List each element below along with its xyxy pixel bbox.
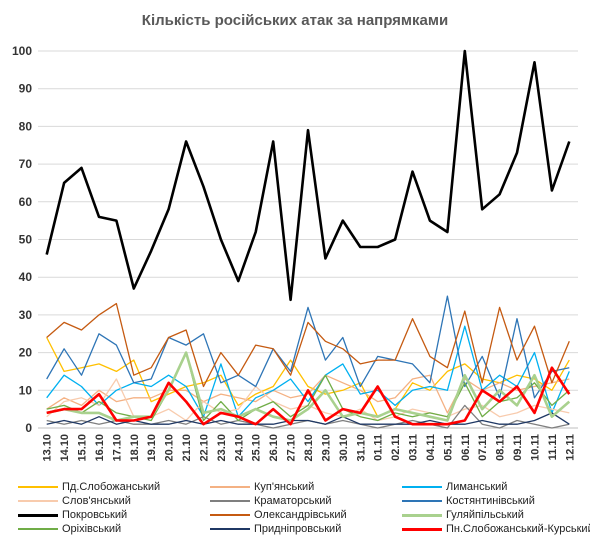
legend-swatch [210,500,250,502]
legend-swatch [402,486,442,488]
x-tick-label: 08.11 [495,434,507,461]
series-line [46,366,571,426]
x-tick-label: 07.11 [477,434,489,461]
x-tick-label: 31.10 [355,434,367,462]
x-tick-label: 14.10 [59,434,71,462]
legend-swatch [210,514,250,516]
y-tick-label: 0 [25,421,32,435]
y-tick-label: 20 [19,346,33,360]
legend-swatch [18,514,58,517]
x-tick-label: 29.10 [320,434,332,462]
x-tick-label: 19.10 [146,434,158,462]
legend-swatch [18,486,58,488]
legend-label: Лиманський [446,481,508,493]
x-tick-label: 04.11 [425,434,437,461]
x-tick-label: 11.11 [547,434,559,460]
x-tick-label: 12.11 [564,434,576,461]
legend-label: Гуляйпільський [446,509,524,521]
x-tick-label: 21.10 [181,434,193,462]
series-line [46,295,570,399]
x-tick-label: 02.11 [390,434,402,461]
series-line [46,337,570,418]
y-tick-label: 40 [19,270,33,284]
legend-label: Слов'янський [62,495,131,507]
legend-label: Покровський [62,509,128,521]
series-line [46,302,570,388]
x-tick-label: 16.10 [94,434,106,462]
legend-label: Куп'янський [254,481,315,493]
series-line [46,351,571,422]
y-tick-label: 90 [19,82,33,96]
legend-label: Пд.Слобожанський [62,481,161,493]
x-tick-label: 01.11 [373,434,385,461]
legend-label: Пн.Слобожанський-Курський [446,523,590,535]
y-tick-label: 30 [19,308,33,322]
x-tick-label: 06.11 [460,434,472,461]
x-tick-label: 25.10 [251,434,263,462]
x-tick-label: 24.10 [233,434,245,462]
y-tick-label: 80 [19,119,33,133]
y-tick-label: 60 [19,195,33,209]
legend-swatch [402,514,442,517]
legend-swatch [18,528,58,530]
legend-swatch [18,500,58,502]
legend-swatch [402,528,442,531]
x-axis-tick-labels: 13.10 14.10 15.10 16.10 17.10 18.10 19.10 20.10… [42,434,577,462]
x-tick-label: 03.11 [408,434,420,461]
x-tick-label: 30.10 [338,434,350,462]
legend-label: Придніпровський [254,523,342,535]
gridlines [38,50,578,429]
x-tick-label: 13.10 [42,434,54,462]
line-chart: 0 10 20 30 40 50 60 70 80 90 100 13.10 14.10 15.10 16… [12,44,578,462]
y-tick-label: 100 [12,44,32,58]
y-tick-label: 10 [19,383,33,397]
x-tick-label: 05.11 [442,434,454,461]
series-line [45,49,571,302]
y-axis-tick-labels: 0 10 20 30 40 50 60 70 80 90 100 [12,44,32,435]
series-lines [45,49,571,429]
chart-title: Кількість російських атак за напрямками [141,12,449,29]
x-tick-label: 22.10 [198,434,210,462]
legend-swatch [210,528,250,530]
legend-label: Костянтинівський [446,495,535,507]
x-tick-label: 23.10 [216,434,228,462]
x-tick-label: 18.10 [129,434,141,462]
legend-label: Оріхівський [62,523,122,535]
legend-label: Олександрівський [254,509,347,521]
x-tick-label: 26.10 [268,434,280,462]
y-tick-label: 50 [19,233,33,247]
x-tick-label: 15.10 [77,434,89,462]
x-tick-label: 28.10 [303,434,315,462]
x-tick-label: 10.11 [529,434,541,461]
legend-label: Краматорський [254,495,332,507]
x-tick-label: 17.10 [111,434,123,462]
x-tick-label: 20.10 [164,434,176,462]
x-tick-label: 09.11 [512,434,524,461]
x-tick-label: 27.10 [286,434,298,462]
legend-swatch [210,486,250,488]
y-tick-label: 70 [19,157,33,171]
legend-swatch [402,500,442,502]
